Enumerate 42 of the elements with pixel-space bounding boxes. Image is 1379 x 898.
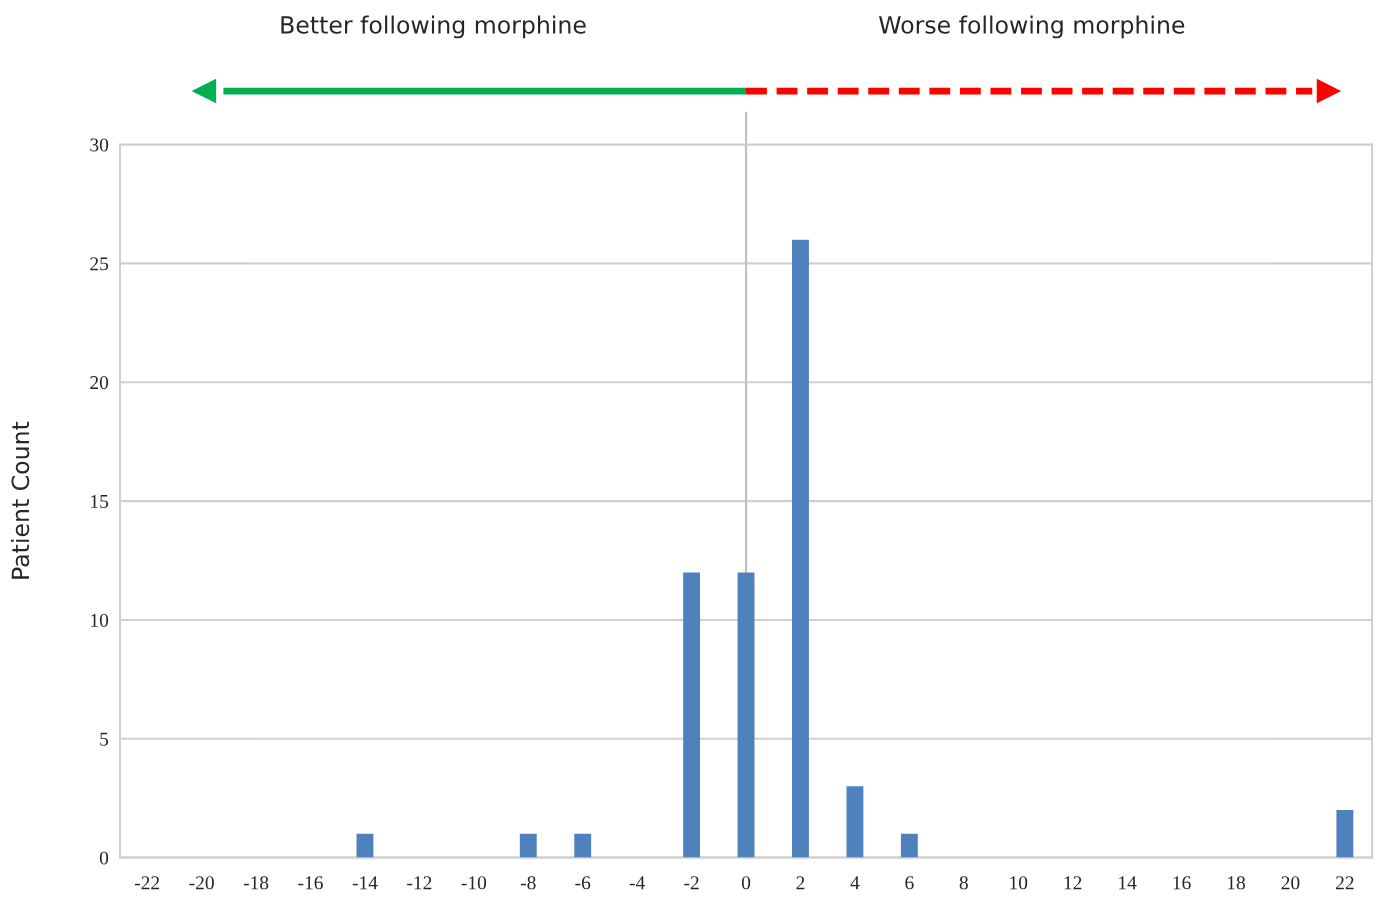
y-tick-label: 10 bbox=[91, 613, 109, 627]
x-tick-label: -12 bbox=[407, 876, 432, 890]
x-tick-label: 10 bbox=[1010, 876, 1028, 890]
x-tick-label: -6 bbox=[575, 876, 591, 890]
bar bbox=[900, 833, 918, 858]
y-axis-title: Patient Count bbox=[11, 421, 30, 579]
bar bbox=[846, 786, 864, 858]
y-tick-label: 25 bbox=[90, 257, 109, 271]
bar bbox=[737, 572, 755, 858]
y-tick-label: 20 bbox=[90, 376, 109, 390]
x-tick-label: 22 bbox=[1336, 876, 1354, 890]
x-tick-label: 20 bbox=[1281, 876, 1300, 890]
x-tick-label: 14 bbox=[1119, 876, 1137, 890]
x-tick-label: -16 bbox=[298, 876, 323, 890]
x-tick-label: 12 bbox=[1064, 876, 1082, 890]
x-tick-label: -10 bbox=[461, 876, 487, 890]
bar bbox=[574, 833, 592, 858]
text: Better following morphine bbox=[281, 15, 586, 39]
bar bbox=[792, 239, 809, 858]
x-tick-label: 0 bbox=[741, 876, 751, 890]
text: Worse following morphine bbox=[879, 15, 1185, 39]
x-tick-label: -22 bbox=[134, 876, 160, 890]
x-tick-label: 2 bbox=[796, 876, 805, 890]
x-tick-label: -14 bbox=[352, 876, 378, 890]
y-tick-label: 0 bbox=[99, 851, 109, 865]
x-tick-label: -20 bbox=[189, 876, 214, 890]
bar bbox=[356, 833, 374, 858]
bar bbox=[683, 572, 701, 858]
x-tick-label: -18 bbox=[243, 876, 269, 890]
y-tick-label: 15 bbox=[91, 494, 109, 509]
x-tick-label: 6 bbox=[905, 876, 914, 890]
x-tick-label: 8 bbox=[959, 876, 968, 890]
bar bbox=[1336, 810, 1354, 858]
x-tick-label: 18 bbox=[1227, 876, 1245, 890]
x-tick-label: -4 bbox=[629, 876, 645, 890]
x-tick-label: 4 bbox=[850, 876, 860, 890]
x-tick-label: -8 bbox=[520, 876, 536, 890]
y-tick-label: 30 bbox=[90, 138, 109, 152]
x-tick-label: 16 bbox=[1173, 876, 1191, 890]
x-tick-label: -2 bbox=[684, 876, 699, 890]
y-tick-label: 5 bbox=[100, 732, 109, 746]
bar bbox=[519, 833, 537, 858]
